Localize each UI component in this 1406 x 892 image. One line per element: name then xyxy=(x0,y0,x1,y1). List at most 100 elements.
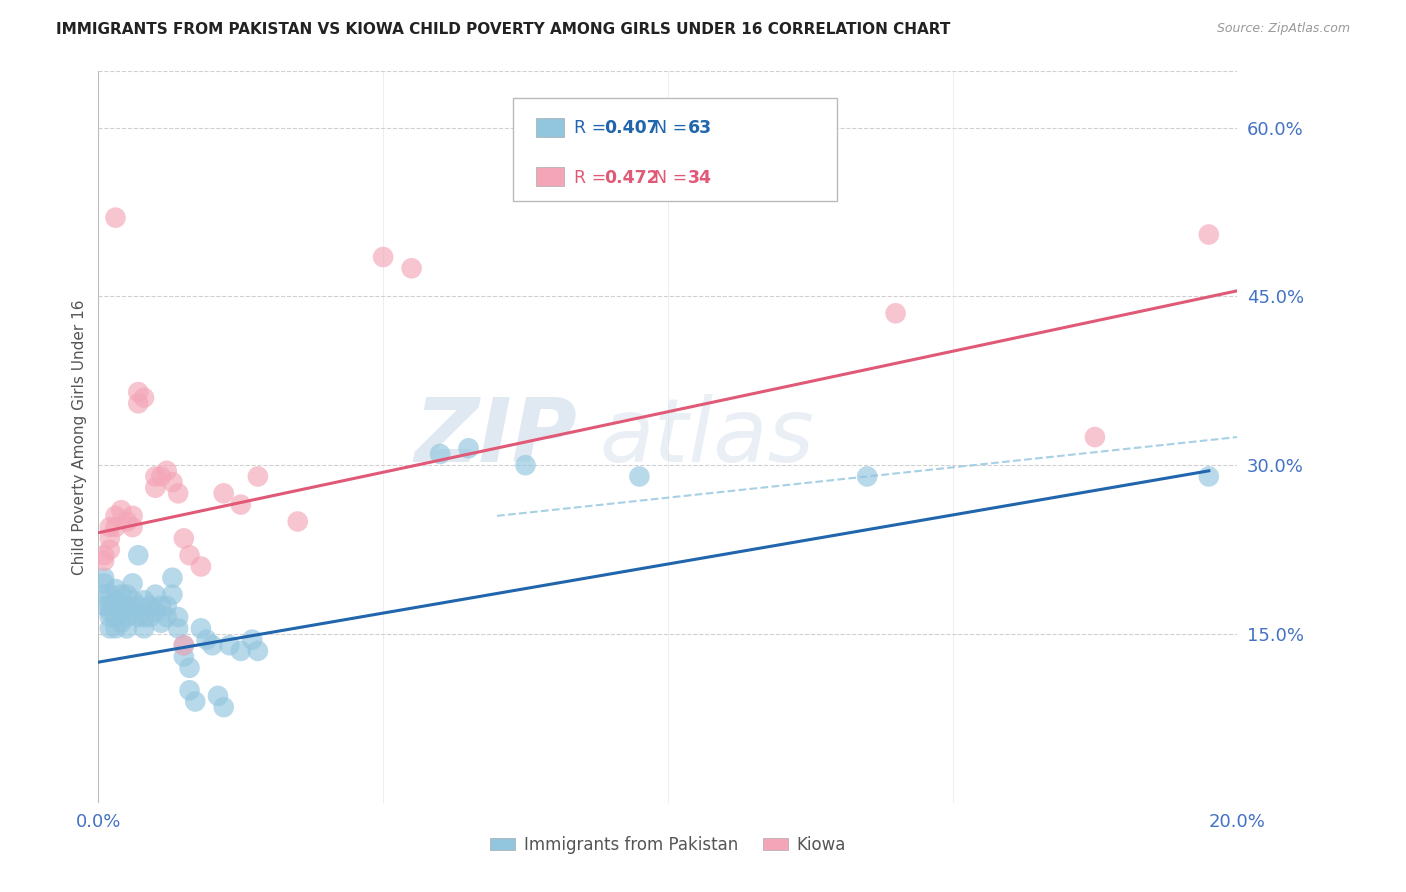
Point xyxy=(110,599,132,613)
Point xyxy=(138,599,160,613)
Point xyxy=(229,498,252,512)
Point xyxy=(628,469,651,483)
Point xyxy=(457,442,479,456)
Point xyxy=(104,211,127,225)
Point xyxy=(207,689,229,703)
Point xyxy=(156,610,179,624)
Point xyxy=(212,700,235,714)
Point xyxy=(173,532,195,546)
Point xyxy=(121,576,143,591)
Point xyxy=(162,475,184,489)
Point xyxy=(240,632,263,647)
Point xyxy=(132,610,155,624)
Point xyxy=(190,559,212,574)
Point xyxy=(179,683,201,698)
Point xyxy=(167,486,190,500)
Point xyxy=(856,469,879,483)
Point xyxy=(173,638,195,652)
Point xyxy=(98,542,121,557)
Point xyxy=(184,694,207,708)
Point xyxy=(1084,430,1107,444)
Point xyxy=(104,520,127,534)
Point xyxy=(150,615,173,630)
Point xyxy=(179,661,201,675)
Point xyxy=(515,458,537,473)
Text: N =: N = xyxy=(654,120,693,137)
Point xyxy=(150,599,173,613)
Legend: Immigrants from Pakistan, Kiowa: Immigrants from Pakistan, Kiowa xyxy=(484,829,852,860)
Point xyxy=(110,503,132,517)
Point xyxy=(156,599,179,613)
Point xyxy=(121,520,143,534)
Point xyxy=(150,469,173,483)
Point xyxy=(162,571,184,585)
Text: R =: R = xyxy=(574,169,612,186)
Point xyxy=(145,469,167,483)
Point xyxy=(212,486,235,500)
Text: 0.407: 0.407 xyxy=(605,120,659,137)
Point xyxy=(132,621,155,635)
Point xyxy=(401,261,423,276)
Point xyxy=(127,385,149,400)
Text: 0.472: 0.472 xyxy=(605,169,659,186)
Point xyxy=(98,610,121,624)
Point xyxy=(167,610,190,624)
Point xyxy=(127,548,149,562)
Point xyxy=(156,464,179,478)
Point xyxy=(110,605,132,619)
Point xyxy=(121,605,143,619)
Point xyxy=(93,554,115,568)
Point xyxy=(127,396,149,410)
Point xyxy=(98,605,121,619)
Point xyxy=(229,644,252,658)
Point xyxy=(132,593,155,607)
Point xyxy=(179,548,201,562)
Point xyxy=(98,621,121,635)
Point xyxy=(132,391,155,405)
Text: ZIP: ZIP xyxy=(413,393,576,481)
Point xyxy=(115,610,138,624)
Point xyxy=(145,481,167,495)
Point xyxy=(93,599,115,613)
Point xyxy=(145,588,167,602)
Point xyxy=(115,515,138,529)
Text: IMMIGRANTS FROM PAKISTAN VS KIOWA CHILD POVERTY AMONG GIRLS UNDER 16 CORRELATION: IMMIGRANTS FROM PAKISTAN VS KIOWA CHILD … xyxy=(56,22,950,37)
Point xyxy=(104,582,127,596)
Text: R =: R = xyxy=(574,120,612,137)
Point xyxy=(884,306,907,320)
Point xyxy=(115,599,138,613)
Point xyxy=(104,508,127,523)
Text: atlas: atlas xyxy=(599,394,814,480)
Point xyxy=(110,615,132,630)
Point xyxy=(110,588,132,602)
Point xyxy=(201,638,224,652)
Point xyxy=(93,576,115,591)
Point xyxy=(162,588,184,602)
Point xyxy=(127,599,149,613)
Point xyxy=(167,621,190,635)
Point xyxy=(127,610,149,624)
Point xyxy=(1198,469,1220,483)
Point xyxy=(121,593,143,607)
Point xyxy=(246,644,269,658)
Text: 63: 63 xyxy=(688,120,711,137)
Point xyxy=(218,638,240,652)
Point xyxy=(115,588,138,602)
Point xyxy=(98,532,121,546)
Text: N =: N = xyxy=(654,169,693,186)
Point xyxy=(98,588,121,602)
Point xyxy=(104,599,127,613)
Point xyxy=(173,649,195,664)
Point xyxy=(93,571,115,585)
Point xyxy=(138,610,160,624)
Text: 34: 34 xyxy=(688,169,711,186)
Y-axis label: Child Poverty Among Girls Under 16: Child Poverty Among Girls Under 16 xyxy=(72,300,87,574)
Point xyxy=(1198,227,1220,242)
Text: Source: ZipAtlas.com: Source: ZipAtlas.com xyxy=(1216,22,1350,36)
Point xyxy=(373,250,395,264)
Point xyxy=(104,610,127,624)
Point xyxy=(104,621,127,635)
Point xyxy=(190,621,212,635)
Point xyxy=(429,447,451,461)
Point xyxy=(287,515,309,529)
